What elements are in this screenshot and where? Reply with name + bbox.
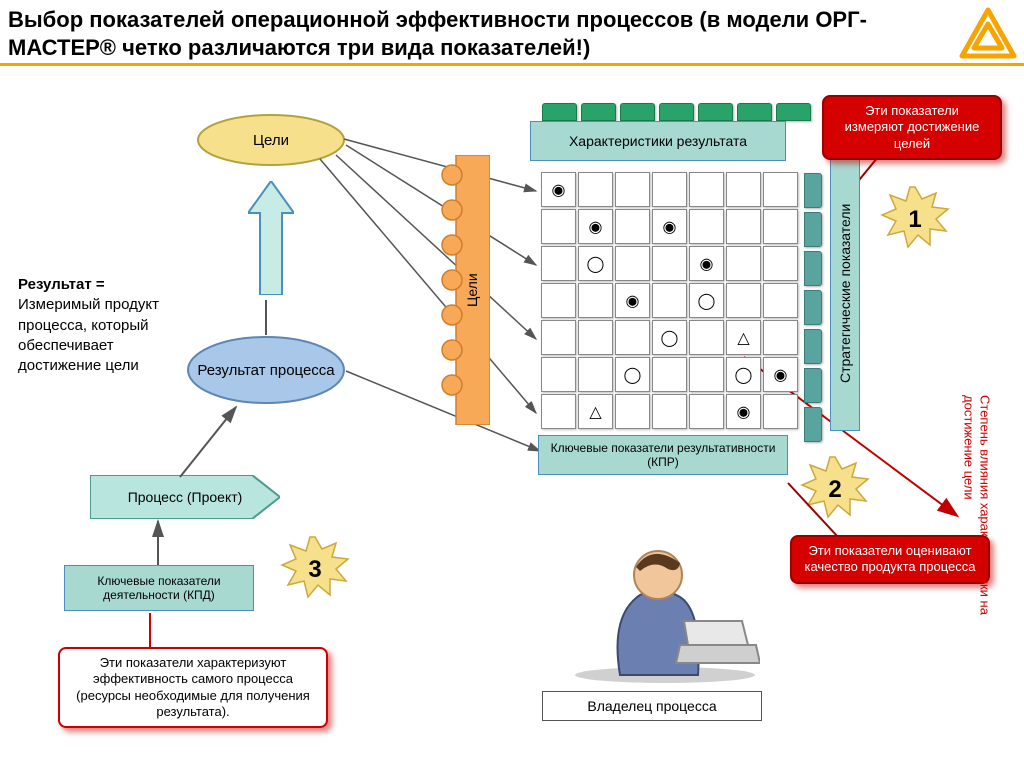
matrix-cell: ◯ (726, 357, 761, 392)
matrix-cell: ◯ (689, 283, 724, 318)
kpr-label: Ключевые показатели результативности (КП… (543, 441, 783, 470)
goals-label: Цели (253, 132, 289, 149)
matrix-cell (615, 209, 650, 244)
matrix-cell (578, 320, 613, 355)
callout-3-text: Эти показатели характеризуют эффективнос… (76, 655, 310, 719)
matrix-cell (615, 246, 650, 281)
matrix-cell: ◯ (652, 320, 687, 355)
matrix-cell (689, 320, 724, 355)
matrix-cell (541, 357, 576, 392)
matrix-cell (689, 357, 724, 392)
kpr-box: Ключевые показатели результативности (КП… (538, 435, 788, 475)
matrix-cell: ◯ (615, 357, 650, 392)
matrix-cell (615, 394, 650, 429)
star-2-num: 2 (828, 476, 841, 504)
result-definition-bold: Результат = (18, 276, 105, 293)
matrix-cell (652, 283, 687, 318)
matrix-cell (726, 172, 761, 207)
callout-1: Эти показатели измеряют достижение целей (822, 95, 1002, 160)
goals-ellipse: Цели (196, 113, 346, 167)
strategic-vbar: Стратегические показатели (830, 155, 860, 431)
slide-title: Выбор показателей операционной эффективн… (8, 6, 908, 61)
owner-box: Владелец процесса (542, 691, 762, 721)
callout-3: Эти показатели характеризуют эффективнос… (58, 647, 328, 728)
star-1-num: 1 (908, 206, 921, 234)
kpd-box: Ключевые показатели деятельности (КПД) (64, 565, 254, 611)
matrix-cell (763, 320, 798, 355)
matrix-cell (726, 283, 761, 318)
matrix-cell (763, 209, 798, 244)
callout-1-text: Эти показатели измеряют достижение целей (845, 103, 980, 151)
matrix-cell (578, 357, 613, 392)
logo-icon (958, 6, 1018, 66)
matrix-cell: ◉ (652, 209, 687, 244)
matrix-cell: ◯ (578, 246, 613, 281)
matrix-cell (541, 283, 576, 318)
matrix-cell (726, 246, 761, 281)
up-arrow-icon (248, 181, 294, 295)
result-definition-text: Результат = Измеримый продукт процесса, … (18, 275, 198, 376)
strategic-vbar-label: Стратегические показатели (837, 158, 854, 428)
red-vtext-label: Степень влияния характеристики на достиж… (961, 395, 992, 615)
owner-label: Владелец процесса (587, 698, 716, 715)
result-definition-body: Измеримый продукт процесса, который обес… (18, 296, 159, 374)
matrix-cell (763, 172, 798, 207)
matrix-cell (763, 283, 798, 318)
matrix-cell (541, 246, 576, 281)
matrix-cell (541, 209, 576, 244)
matrix-cell: ◉ (615, 283, 650, 318)
result-ellipse: Результат процесса (186, 335, 346, 405)
star-3-num: 3 (308, 556, 321, 584)
star-1: 1 (880, 185, 950, 255)
matrix-cell (652, 357, 687, 392)
process-owner-icon (570, 525, 760, 685)
matrix-cell: ◉ (689, 246, 724, 281)
matrix-cell: △ (726, 320, 761, 355)
goals-vertical-bar: Цели (456, 155, 490, 425)
star-2: 2 (800, 455, 870, 525)
diagram-canvas: Цели Результат = Измеримый продукт проце… (0, 95, 1024, 767)
result-label: Результат процесса (197, 362, 334, 379)
red-vertical-text: Степень влияния характеристики на достиж… (960, 395, 993, 655)
matrix-cell: △ (578, 394, 613, 429)
process-arrow-block: Процесс (Проект) (90, 475, 280, 519)
matrix-cell (615, 320, 650, 355)
matrix-cell: ◉ (541, 172, 576, 207)
process-label: Процесс (Проект) (128, 489, 243, 506)
char-result-label: Характеристики результата (569, 133, 747, 150)
matrix-cell (763, 246, 798, 281)
matrix-cell (652, 394, 687, 429)
teal-tabs-right (804, 171, 822, 444)
matrix-cell (541, 394, 576, 429)
indicator-matrix: ◉◉◉◯◉◉◯◯△◯◯◉△◉ (540, 171, 799, 430)
goals-vbar-label: Цели (464, 155, 480, 425)
matrix-cell (763, 394, 798, 429)
slide-header: Выбор показателей операционной эффективн… (0, 0, 1024, 66)
matrix-cell: ◉ (578, 209, 613, 244)
matrix-cell (689, 394, 724, 429)
matrix-cell (541, 320, 576, 355)
matrix-cell: ◉ (726, 394, 761, 429)
matrix-cell (615, 172, 650, 207)
matrix-cell (578, 283, 613, 318)
green-tabs-top (540, 103, 813, 121)
matrix-cell (652, 172, 687, 207)
kpd-label: Ключевые показатели деятельности (КПД) (69, 574, 249, 603)
matrix-cell (689, 172, 724, 207)
char-result-box: Характеристики результата (530, 121, 786, 161)
star-3: 3 (280, 535, 350, 605)
matrix-cell: ◉ (763, 357, 798, 392)
matrix-cell (578, 172, 613, 207)
matrix-cell (726, 209, 761, 244)
matrix-cell (689, 209, 724, 244)
callout-2-text: Эти показатели оценивают качество продук… (804, 543, 975, 574)
matrix-cell (652, 246, 687, 281)
